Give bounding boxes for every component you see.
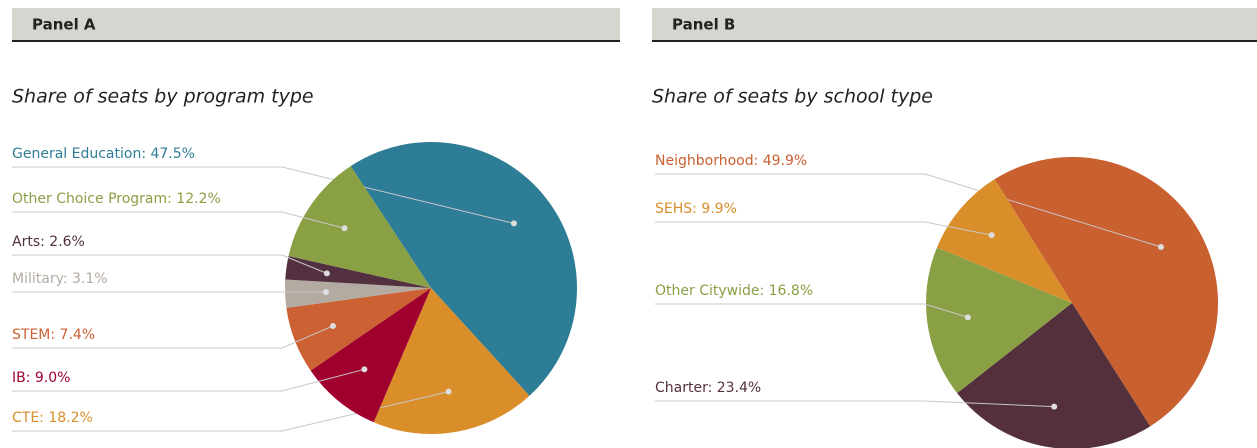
leader-dot [1157, 244, 1164, 251]
leader-line [655, 221, 992, 236]
leader-dot [341, 225, 348, 232]
panel-title: Panel A [32, 16, 96, 34]
leader-dot [361, 366, 368, 373]
slice-label: STEM: 7.4% [12, 327, 95, 343]
slice-label: SEHS: 9.9% [655, 201, 737, 217]
leader-dot [1051, 403, 1058, 410]
leader-line [12, 254, 328, 274]
slice-label: Arts: 2.6% [12, 234, 85, 250]
leader-dot [329, 322, 336, 329]
leader-dot [323, 270, 330, 277]
chart-title: Share of seats by school type [652, 86, 933, 108]
pie-slice [926, 247, 1072, 394]
leader-line [655, 400, 1055, 408]
slice-label: IB: 9.0% [12, 370, 70, 386]
slice-label: Other Citywide: 16.8% [655, 283, 813, 299]
pie-slice [994, 156, 1219, 427]
slice-label: Charter: 23.4% [655, 380, 761, 396]
leader-line [655, 303, 969, 318]
leader-dot [964, 314, 971, 321]
panel-title: Panel B [672, 16, 735, 34]
leader-line [12, 211, 345, 229]
leader-dot [445, 388, 452, 395]
leader-line [12, 166, 515, 224]
pie-slice [288, 166, 431, 288]
pie-slice [936, 179, 1072, 303]
leader-dot [322, 289, 329, 296]
leader-dot [510, 220, 517, 227]
pie-slice [373, 288, 530, 434]
pie-slice [285, 279, 431, 308]
pie-slice [957, 303, 1151, 448]
slice-label: Other Choice Program: 12.2% [12, 191, 221, 207]
leader-line [12, 391, 449, 432]
leader-line [12, 325, 334, 349]
leader-line [655, 173, 1162, 248]
slice-label: CTE: 18.2% [12, 410, 93, 426]
slice-label: General Education: 47.5% [12, 146, 195, 162]
pie-slice [285, 255, 431, 288]
leader-line [12, 368, 365, 392]
pie-slice [286, 288, 431, 371]
panel-header-bg [652, 8, 1257, 40]
slice-label: Military: 3.1% [12, 271, 108, 287]
chart-title: Share of seats by program type [12, 86, 314, 108]
pie-slice [350, 142, 577, 396]
slice-label: Neighborhood: 49.9% [655, 153, 807, 169]
pie-slice [310, 288, 431, 423]
panel-header-bg [12, 8, 620, 40]
leader-dot [988, 232, 995, 239]
